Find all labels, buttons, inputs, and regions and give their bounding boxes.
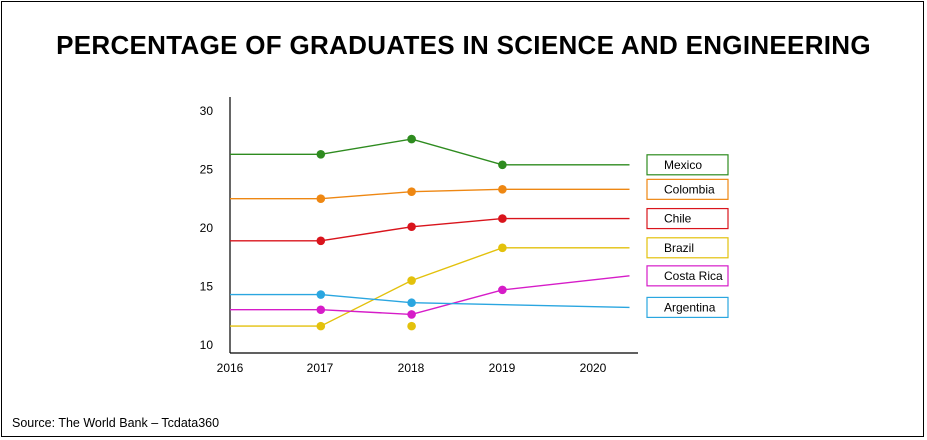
- x-tick-label: 2017: [307, 361, 334, 375]
- y-tick-label: 10: [200, 338, 214, 352]
- legend-item-colombia: Colombia: [646, 178, 729, 200]
- legend-box: [646, 237, 729, 259]
- data-point: [407, 276, 416, 285]
- series-lines: [230, 138, 630, 327]
- x-tick-label: 2018: [398, 361, 425, 375]
- data-point: [316, 149, 326, 159]
- source-note: Source: The World Bank – Tcdata360: [12, 416, 220, 430]
- series-line-colombia: [230, 188, 630, 200]
- legend-item-costa-rica: Costa Rica: [646, 265, 729, 287]
- x-tick-label: 2019: [489, 361, 516, 375]
- series-line-mexico: [230, 138, 630, 166]
- legend: Mexico Colombia Chile Brazil Costa Rica Argen…: [646, 154, 729, 319]
- data-point: [316, 321, 326, 331]
- x-tick-label: 2020: [580, 361, 607, 375]
- series-line-chile: [230, 217, 630, 242]
- data-point: [498, 285, 507, 295]
- legend-item-brazil: Brazil: [646, 237, 729, 259]
- legend-item-mexico: Mexico: [646, 154, 729, 176]
- data-point: [316, 305, 326, 315]
- legend-box: [646, 265, 729, 287]
- data-point: [407, 298, 416, 308]
- legend-box: [646, 296, 729, 319]
- legend-label: Brazil: [664, 241, 694, 255]
- data-point: [316, 194, 326, 203]
- legend-label: Mexico: [664, 158, 702, 172]
- legend-label: Costa Rica: [664, 269, 723, 283]
- series-markers: [316, 134, 507, 331]
- x-tick-label: 2016: [217, 361, 244, 375]
- data-point: [407, 310, 416, 319]
- legend-item-argentina: Argentina: [646, 296, 729, 319]
- legend-box: [646, 178, 729, 200]
- data-point: [498, 185, 507, 194]
- data-point: [407, 134, 416, 144]
- legend-box: [646, 154, 729, 176]
- legend-box: [646, 207, 729, 230]
- data-point: [316, 236, 326, 246]
- data-point: [316, 290, 326, 299]
- chart-title: PERCENTAGE OF GRADUATES IN SCIENCE AND E…: [56, 30, 871, 60]
- data-point: [407, 187, 416, 196]
- legend-label: Colombia: [664, 182, 715, 196]
- data-point: [407, 222, 416, 232]
- legend-label: Chile: [664, 212, 692, 226]
- series-line-brazil: [230, 247, 630, 327]
- series-line-argentina: [230, 293, 630, 309]
- y-tick-label: 15: [200, 279, 214, 293]
- axes: 10 15 20 25 30 2016 2017 2018 2019 2020: [200, 97, 638, 375]
- y-tick-label: 30: [200, 104, 214, 118]
- y-tick-label: 25: [200, 162, 214, 176]
- data-point: [498, 160, 507, 170]
- data-point: [498, 243, 507, 253]
- legend-label: Argentina: [664, 300, 716, 314]
- y-tick-label: 20: [200, 221, 214, 235]
- data-point: [407, 321, 416, 331]
- data-point: [498, 214, 507, 223]
- legend-item-chile: Chile: [646, 207, 729, 230]
